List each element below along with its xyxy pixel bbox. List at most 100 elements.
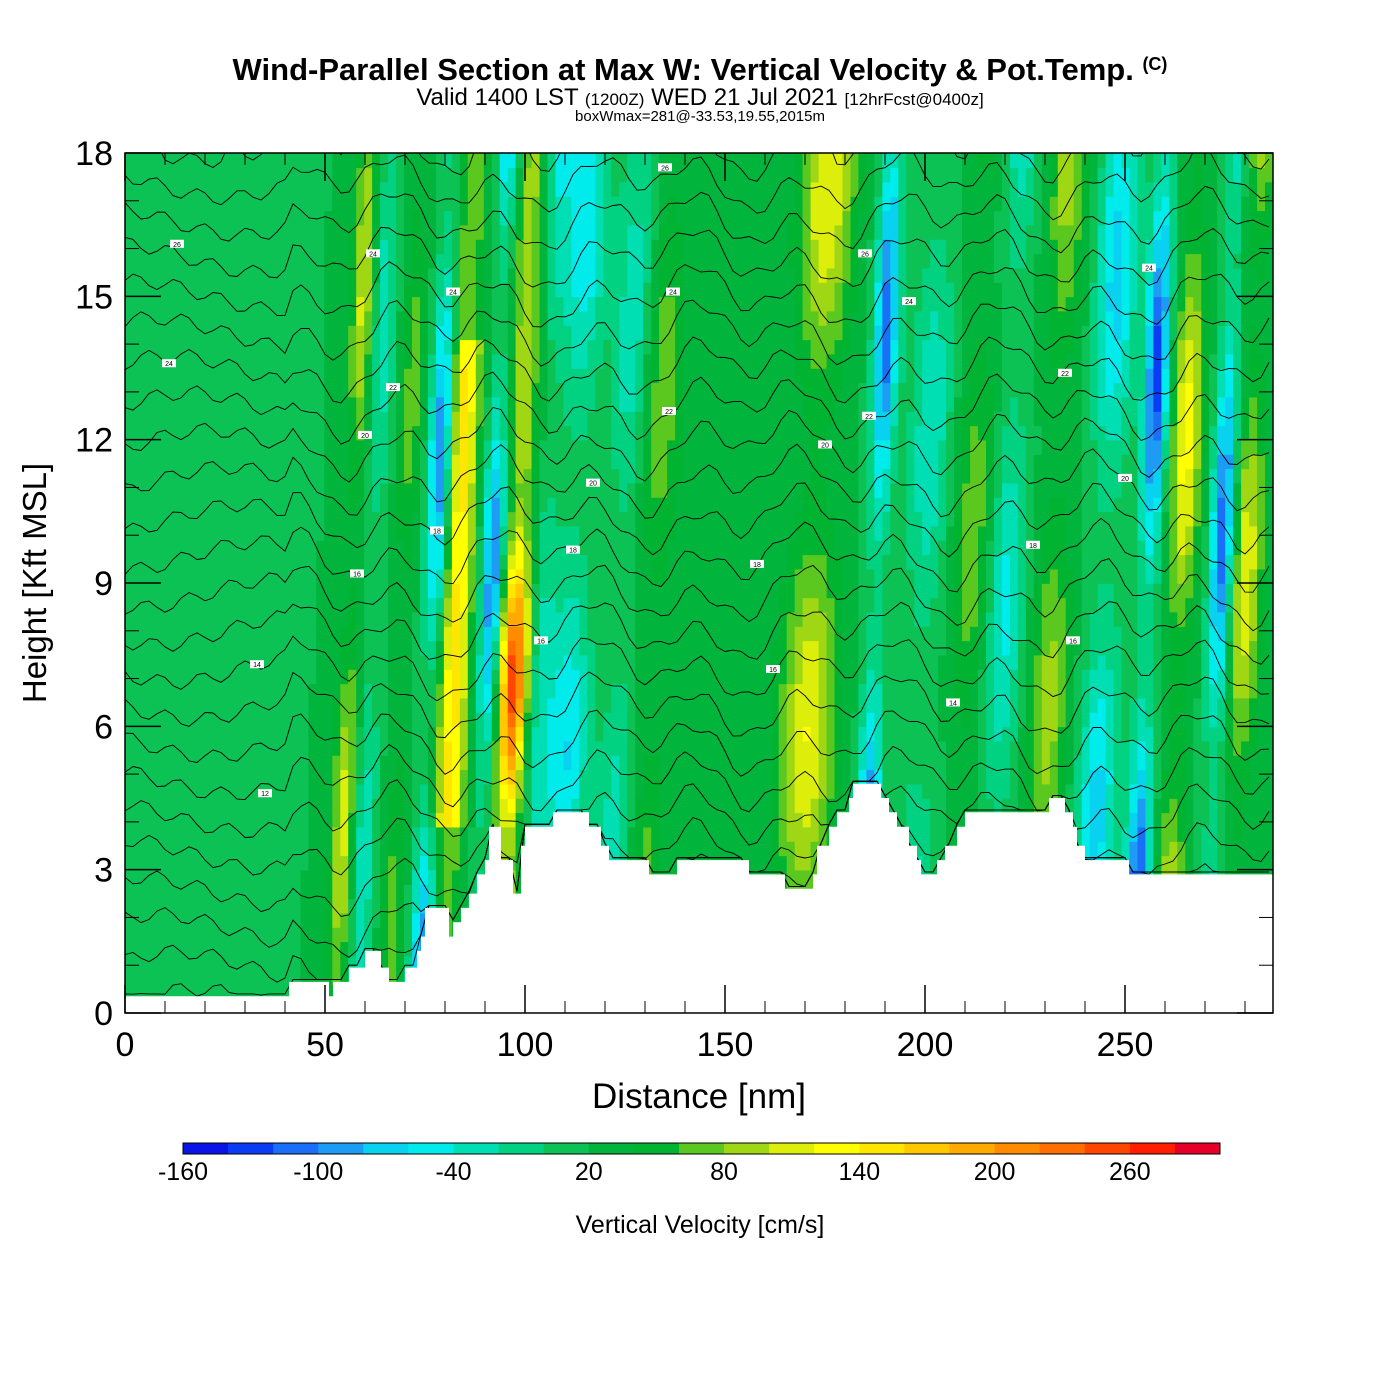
- field-cell: [659, 325, 668, 341]
- field-cell: [372, 396, 381, 412]
- field-cell: [427, 841, 437, 857]
- field-cell: [260, 912, 270, 928]
- field-cell: [563, 669, 573, 685]
- field-cell: [156, 224, 166, 240]
- field-cell: [356, 712, 365, 728]
- field-cell: [475, 210, 485, 226]
- field-cell: [722, 439, 732, 455]
- field-cell: [364, 568, 373, 584]
- field-cell: [699, 597, 708, 613]
- field-cell: [563, 769, 573, 785]
- field-cell: [643, 669, 652, 685]
- field-cell: [204, 955, 214, 971]
- field-cell: [603, 267, 613, 283]
- field-cell: [451, 697, 461, 713]
- field-cell: [332, 540, 342, 556]
- field-cell: [635, 726, 644, 742]
- field-cell: [292, 798, 302, 814]
- field-cell: [587, 153, 597, 169]
- field-cell: [268, 654, 278, 670]
- field-cell: [340, 196, 350, 212]
- field-cell: [762, 382, 772, 398]
- field-cell: [396, 812, 405, 828]
- field-cell: [180, 153, 190, 169]
- field-cell: [507, 296, 517, 312]
- field-cell: [627, 425, 637, 441]
- field-cell: [770, 497, 780, 513]
- field-cell: [659, 224, 668, 240]
- field-cell: [738, 411, 748, 427]
- field-cell: [571, 368, 581, 384]
- field-cell: [236, 755, 246, 771]
- field-cell: [284, 181, 294, 197]
- field-cell: [730, 626, 740, 642]
- field-cell: [770, 640, 780, 656]
- field-cell: [555, 224, 565, 240]
- field-cell: [635, 224, 644, 240]
- field-cell: [172, 554, 182, 570]
- field-cell: [412, 654, 421, 670]
- field-cell: [730, 296, 740, 312]
- field-cell: [292, 554, 302, 570]
- field-cell: [699, 439, 708, 455]
- field-cell: [348, 884, 357, 900]
- field-cell: [420, 855, 429, 871]
- field-cell: [435, 769, 445, 785]
- field-cell: [276, 439, 286, 455]
- field-cell: [507, 210, 517, 226]
- field-cell: [324, 898, 334, 914]
- field-cell: [539, 368, 549, 384]
- field-cell: [483, 826, 493, 842]
- field-cell: [746, 669, 756, 685]
- field-cell: [220, 425, 230, 441]
- field-cell: [691, 640, 700, 656]
- field-cell: [276, 712, 286, 728]
- field-cell: [332, 697, 342, 713]
- field-cell: [140, 339, 150, 355]
- field-cell: [252, 783, 262, 799]
- field-cell: [651, 482, 660, 498]
- field-cell: [547, 597, 557, 613]
- field-cell: [252, 554, 262, 570]
- field-cell: [348, 267, 357, 283]
- field-cell: [762, 597, 772, 613]
- field-cell: [579, 540, 589, 556]
- field-cell: [427, 511, 437, 527]
- field-cell: [571, 411, 581, 427]
- field-cell: [204, 984, 214, 1000]
- field-cell: [412, 296, 421, 312]
- field-cell: [523, 253, 533, 269]
- field-cell: [651, 554, 660, 570]
- field-cell: [451, 196, 461, 212]
- field-cell: [691, 368, 700, 384]
- field-cell: [412, 554, 421, 570]
- field-cell: [435, 626, 445, 642]
- field-cell: [651, 181, 660, 197]
- field-cell: [268, 497, 278, 513]
- field-cell: [714, 511, 724, 527]
- field-cell: [292, 712, 302, 728]
- field-cell: [714, 611, 724, 627]
- field-cell: [396, 869, 405, 885]
- field-cell: [571, 353, 581, 369]
- field-cell: [172, 597, 182, 613]
- field-cell: [204, 884, 214, 900]
- field-cell: [515, 210, 525, 226]
- field-cell: [754, 239, 764, 255]
- field-cell: [587, 339, 597, 355]
- field-cell: [236, 826, 246, 842]
- field-cell: [412, 196, 421, 212]
- field-cell: [340, 640, 350, 656]
- field-cell: [284, 654, 294, 670]
- field-cell: [204, 368, 214, 384]
- field-cell: [276, 181, 286, 197]
- field-cell: [459, 425, 469, 441]
- field-cell: [627, 626, 637, 642]
- field-cell: [539, 525, 549, 541]
- field-cell: [459, 382, 469, 398]
- field-cell: [651, 683, 660, 699]
- field-cell: [714, 296, 724, 312]
- field-cell: [435, 712, 445, 728]
- field-cell: [380, 769, 389, 785]
- field-cell: [643, 755, 652, 771]
